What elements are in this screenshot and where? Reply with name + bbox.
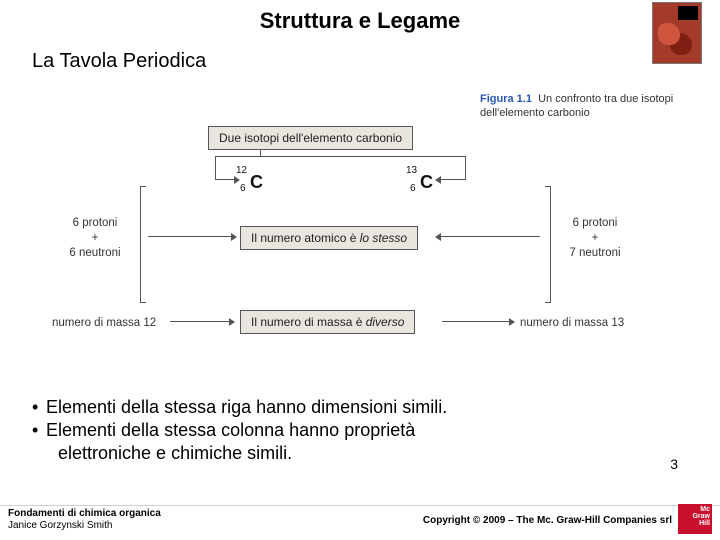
arrow-bot-left <box>170 321 230 322</box>
arrow-top-to-c13 <box>440 179 466 180</box>
isotope-left: 12 6 C <box>250 172 263 193</box>
footer-book-title: Fondamenti di chimica organica <box>8 508 161 519</box>
left-protons: 6 protoni <box>73 217 118 229</box>
page-number: 3 <box>670 456 678 472</box>
isotope-diagram: Due isotopi dell'elemento carbonio 12 6 … <box>60 126 640 356</box>
left-composition: 6 protoni + 6 neutroni <box>60 216 130 261</box>
figure-caption: Figura 1.1 Un confronto tra due isotopi … <box>480 92 690 121</box>
box-mid-label: Il numero atomico è lo stesso <box>251 231 407 245</box>
logo-line-1: Mc <box>680 506 710 513</box>
logo-line-3: Hill <box>680 520 710 527</box>
figure-caption-label: Figura 1.1 <box>480 93 532 105</box>
bracket-right <box>550 186 551 302</box>
footer-left: Fondamenti di chimica organica Janice Go… <box>8 508 161 532</box>
mass-number-right: numero di massa 13 <box>520 316 624 331</box>
isotope-left-symbol: C <box>250 172 263 192</box>
isotope-right-atomic: 6 <box>410 183 416 194</box>
left-plus: + <box>92 232 99 244</box>
footer-copyright: Copyright © 2009 – The Mc. Graw-Hill Com… <box>423 515 672 526</box>
left-neutrons: 6 neutroni <box>69 247 120 259</box>
arrow-bot-right <box>442 321 510 322</box>
right-neutrons: 7 neutroni <box>569 247 620 259</box>
bullet-2: Elementi della stessa colonna hanno prop… <box>32 419 682 442</box>
book-thumbnail <box>652 2 702 64</box>
box-bottom-label: Il numero di massa è diverso <box>251 315 404 329</box>
mass-number-left: numero di massa 12 <box>52 316 156 331</box>
right-plus: + <box>592 232 599 244</box>
box-bottom: Il numero di massa è diverso <box>240 310 415 334</box>
page-title: Struttura e Legame <box>0 0 720 34</box>
page-subtitle: La Tavola Periodica <box>0 34 720 73</box>
isotope-right-mass: 13 <box>406 165 417 176</box>
isotope-left-atomic: 6 <box>240 183 246 194</box>
arrow-mid-left <box>148 236 232 237</box>
arrow-top-to-c12 <box>215 179 235 180</box>
figure-region: Figura 1.1 Un confronto tra due isotopi … <box>0 92 720 372</box>
arrow-mid-right <box>440 236 540 237</box>
bullet-1: Elementi della stessa riga hanno dimensi… <box>32 396 682 419</box>
footer: Fondamenti di chimica organica Janice Go… <box>8 502 712 534</box>
isotope-right: 13 6 C <box>420 172 433 193</box>
bullet-2-cont: elettroniche e chimiche simili. <box>32 442 682 465</box>
logo-line-2: Graw <box>680 513 710 520</box>
right-composition: 6 protoni + 7 neutroni <box>560 216 630 261</box>
bullet-list: Elementi della stessa riga hanno dimensi… <box>32 396 682 465</box>
isotope-left-mass: 12 <box>236 165 247 176</box>
bracket-left <box>140 186 141 302</box>
box-top-label: Due isotopi dell'elemento carbonio <box>219 131 402 145</box>
publisher-logo: Mc Graw Hill <box>678 504 712 534</box>
right-protons: 6 protoni <box>573 217 618 229</box>
box-mid: Il numero atomico è lo stesso <box>240 226 418 250</box>
isotope-right-symbol: C <box>420 172 433 192</box>
footer-author: Janice Gorzynski Smith <box>8 520 112 531</box>
box-top: Due isotopi dell'elemento carbonio <box>208 126 413 150</box>
